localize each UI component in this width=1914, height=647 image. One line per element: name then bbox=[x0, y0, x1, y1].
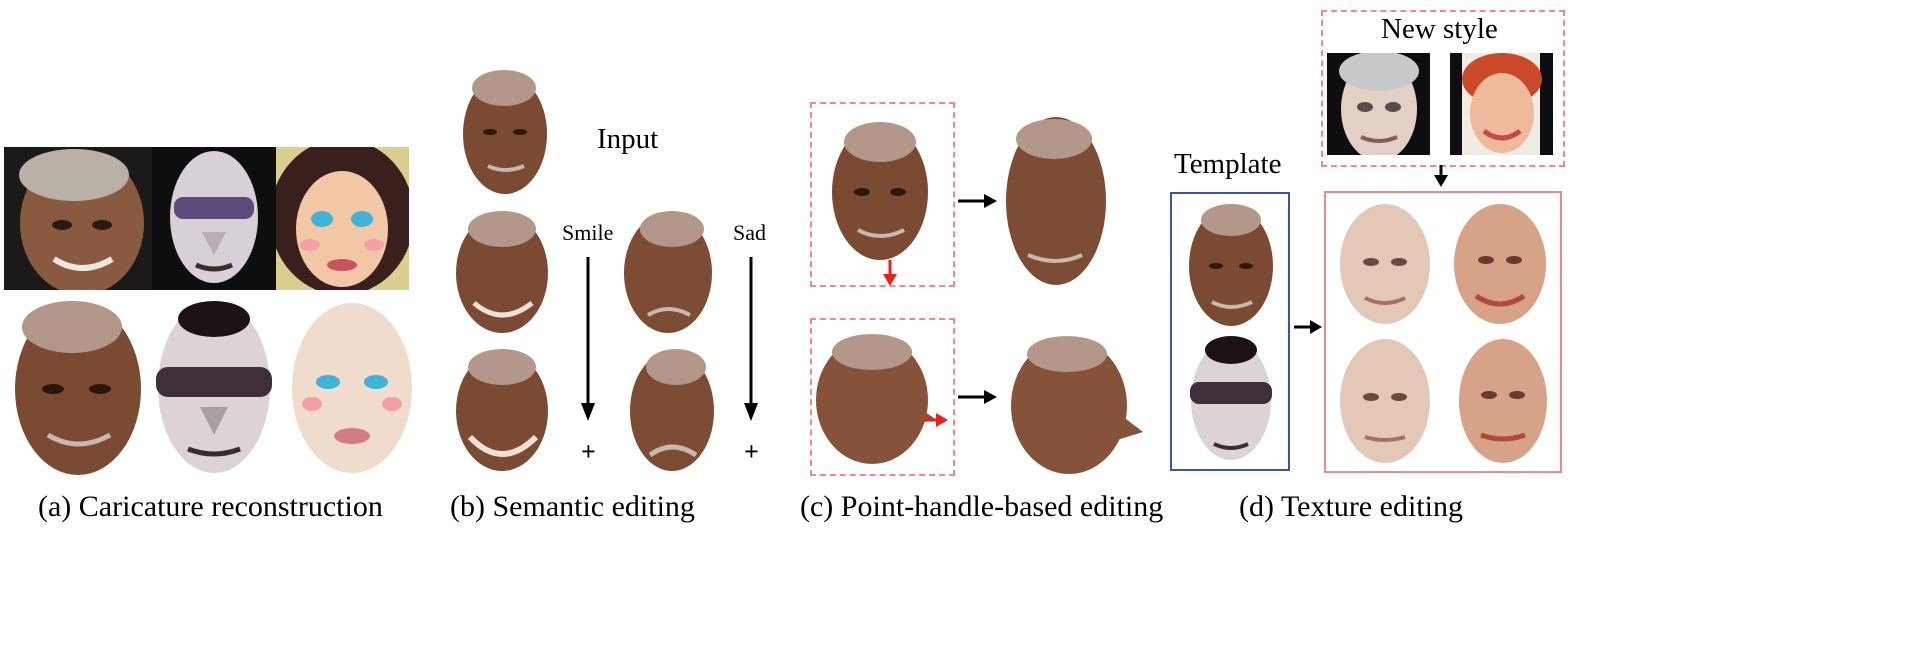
style-down-arrow bbox=[1434, 165, 1448, 187]
input-face bbox=[463, 70, 547, 194]
caption-b: (b) Semantic editing bbox=[450, 490, 695, 523]
template-to-result-arrow bbox=[1294, 320, 1322, 334]
handle-face-top bbox=[832, 122, 928, 260]
sad-face-1 bbox=[624, 211, 712, 333]
reconstruction-face-1 bbox=[15, 301, 141, 475]
handle-arrow-down bbox=[883, 260, 897, 286]
result-arrow-bottom bbox=[958, 390, 997, 404]
panel-b: Input Smile + Sad + (b) Semantic editing bbox=[440, 0, 790, 647]
smile-face-1 bbox=[456, 211, 548, 333]
reconstruction-face-3 bbox=[292, 303, 412, 473]
caption-c: (c) Point-handle-based editing bbox=[800, 490, 1164, 523]
caricature-photo-1 bbox=[4, 147, 152, 290]
caricature-photo-2 bbox=[152, 147, 276, 290]
reconstruction-face-2 bbox=[156, 301, 272, 473]
panel-c: (c) Point-handle-based editing bbox=[800, 0, 1200, 647]
sad-arrow bbox=[744, 257, 758, 421]
style-photo-2 bbox=[1450, 53, 1553, 155]
smile-arrow bbox=[581, 257, 595, 421]
template-box bbox=[1170, 192, 1290, 471]
handle-arrow-right bbox=[922, 413, 948, 427]
style-photo-2-face bbox=[1462, 53, 1542, 155]
handle-box-top bbox=[810, 102, 955, 287]
caricature-photo-1-face bbox=[19, 149, 144, 290]
template-face-1 bbox=[1189, 204, 1273, 326]
plus-smile: + bbox=[581, 437, 596, 466]
styled-face-3 bbox=[1340, 339, 1430, 463]
style-photo-1-face bbox=[1339, 53, 1419, 155]
template-face-2 bbox=[1190, 336, 1272, 460]
panel-a: (a) Caricature reconstruction bbox=[0, 0, 420, 647]
styled-face-4 bbox=[1459, 339, 1547, 463]
label-template: Template bbox=[1174, 148, 1282, 180]
label-smile: Smile bbox=[562, 220, 614, 245]
result-arrow-top bbox=[958, 194, 997, 208]
caricature-photo-2-face bbox=[170, 151, 258, 283]
handle-box-bottom bbox=[810, 318, 955, 476]
panel-d: Template New style bbox=[1170, 0, 1914, 647]
result-face-top bbox=[1006, 117, 1106, 285]
styled-face-2 bbox=[1454, 204, 1546, 324]
result-box bbox=[1324, 191, 1562, 473]
label-new-style: New style bbox=[1381, 13, 1498, 45]
label-sad: Sad bbox=[733, 220, 766, 245]
caption-d: (d) Texture editing bbox=[1239, 490, 1463, 523]
handle-face-bottom bbox=[816, 334, 934, 464]
sad-face-2 bbox=[630, 349, 714, 471]
new-style-box bbox=[1321, 10, 1565, 167]
caption-a: (a) Caricature reconstruction bbox=[38, 490, 383, 523]
caricature-photo-3 bbox=[276, 147, 409, 290]
style-photo-1 bbox=[1327, 53, 1430, 155]
smile-face-2 bbox=[456, 349, 548, 471]
caricature-photo-3-face bbox=[276, 147, 409, 290]
result-face-bottom bbox=[1011, 336, 1143, 474]
label-input: Input bbox=[597, 123, 659, 155]
styled-face-1 bbox=[1340, 204, 1430, 324]
plus-sad: + bbox=[744, 437, 759, 466]
